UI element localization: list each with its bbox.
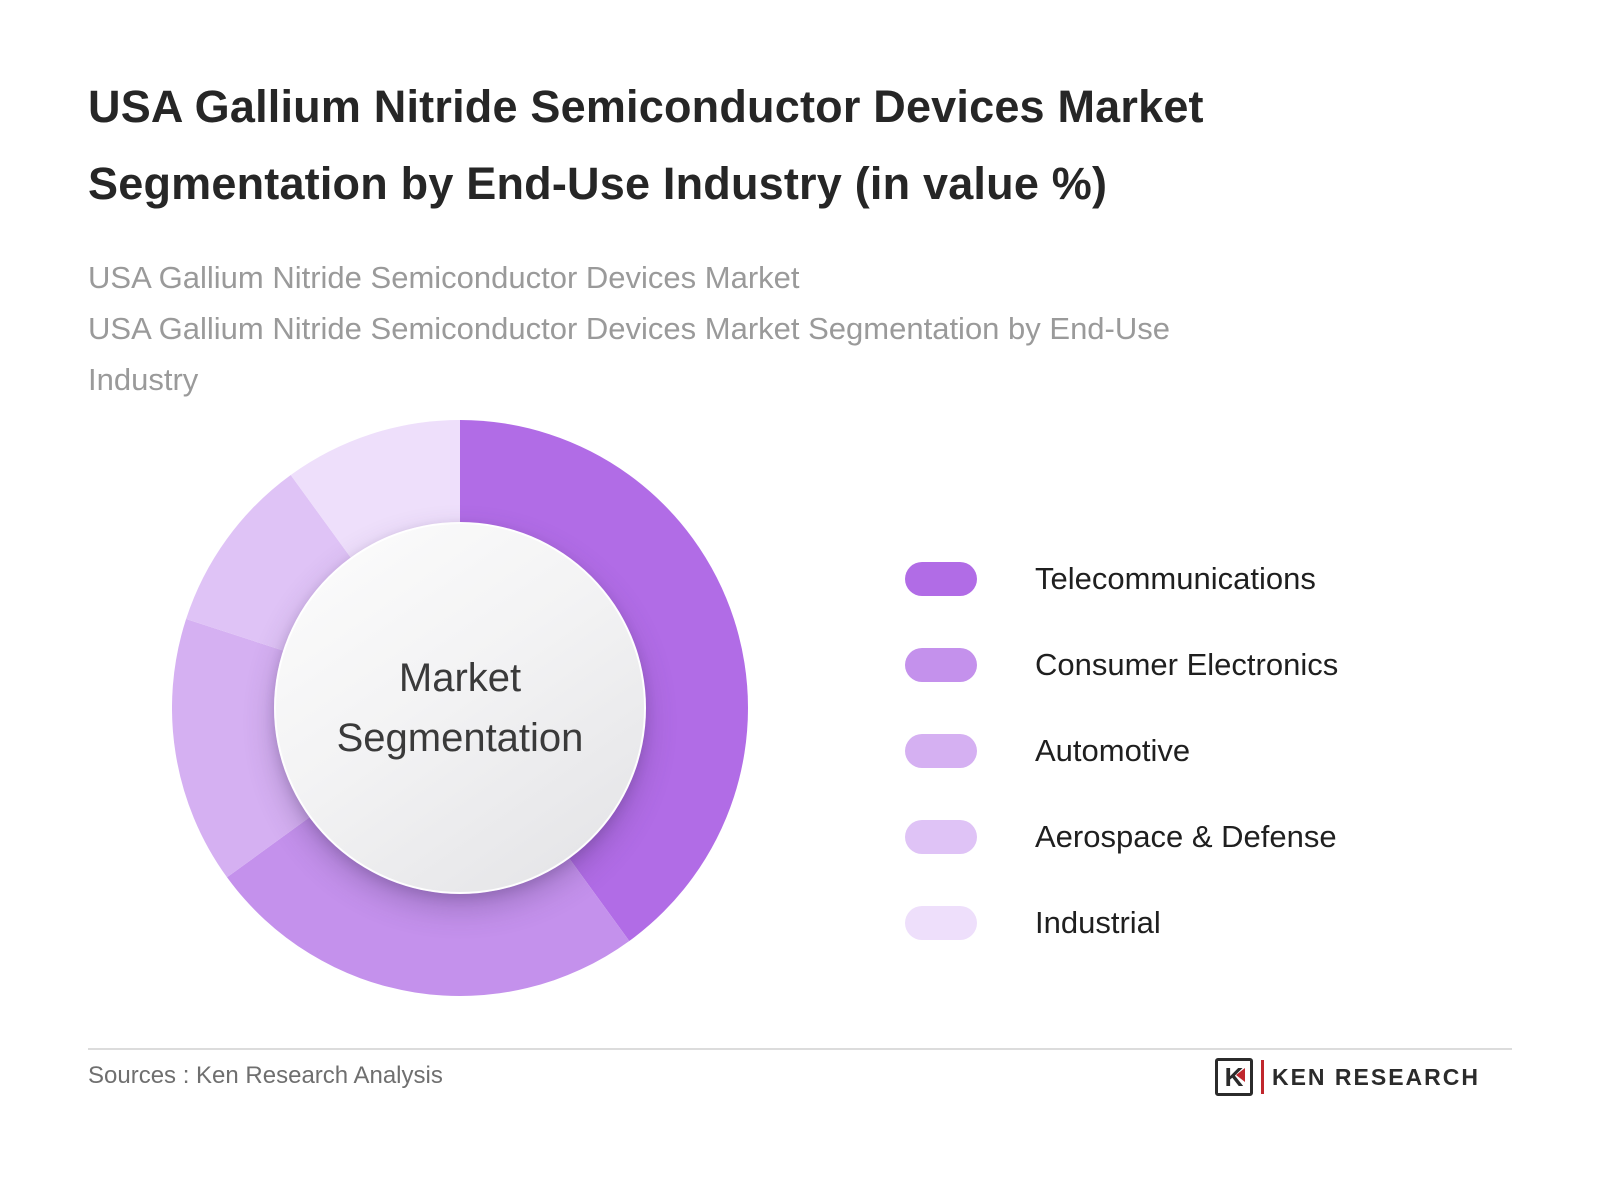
chart-subtitle: USA Gallium Nitride Semiconductor Device… bbox=[88, 252, 1268, 405]
sources-note: Sources : Ken Research Analysis bbox=[88, 1062, 443, 1089]
legend-item: Telecommunications bbox=[905, 561, 1338, 596]
donut-center-circle: Market Segmentation bbox=[274, 522, 646, 894]
legend-swatch bbox=[905, 648, 977, 682]
legend-item: Consumer Electronics bbox=[905, 647, 1339, 682]
ken-research-logo: K KEN RESEARCH bbox=[1214, 1058, 1480, 1096]
logo-separator bbox=[1260, 1060, 1264, 1094]
logo-k-icon: K bbox=[1214, 1058, 1253, 1096]
logo-text: KEN RESEARCH bbox=[1271, 1063, 1480, 1090]
logo-k-accent bbox=[1235, 1068, 1245, 1082]
legend-swatch bbox=[905, 562, 977, 596]
donut-center-label: Market Segmentation bbox=[336, 656, 584, 760]
page-title: USA Gallium Nitride Semiconductor Device… bbox=[88, 81, 1204, 210]
chart-legend: Telecommunications Consumer Electronics Au… bbox=[905, 561, 1339, 940]
footer-divider bbox=[88, 1048, 1512, 1050]
subtitle-line-2: USA Gallium Nitride Semiconductor Device… bbox=[88, 311, 1171, 398]
legend-swatch bbox=[905, 734, 977, 768]
legend-label: Aerospace & Defense bbox=[1035, 819, 1337, 854]
legend-swatch bbox=[905, 820, 977, 854]
legend-label: Consumer Electronics bbox=[1035, 647, 1339, 682]
legend-swatch bbox=[905, 906, 977, 940]
legend-item: Automotive bbox=[905, 733, 1338, 768]
legend-label: Telecommunications bbox=[1035, 561, 1316, 596]
subtitle-line-1: USA Gallium Nitride Semiconductor Device… bbox=[88, 260, 800, 295]
legend-item: Industrial bbox=[905, 905, 1338, 940]
legend-label: Industrial bbox=[1035, 905, 1161, 940]
legend-label: Automotive bbox=[1035, 733, 1191, 768]
donut-chart: Market Segmentation bbox=[172, 420, 748, 996]
legend-item: Aerospace & Defense bbox=[905, 819, 1338, 854]
